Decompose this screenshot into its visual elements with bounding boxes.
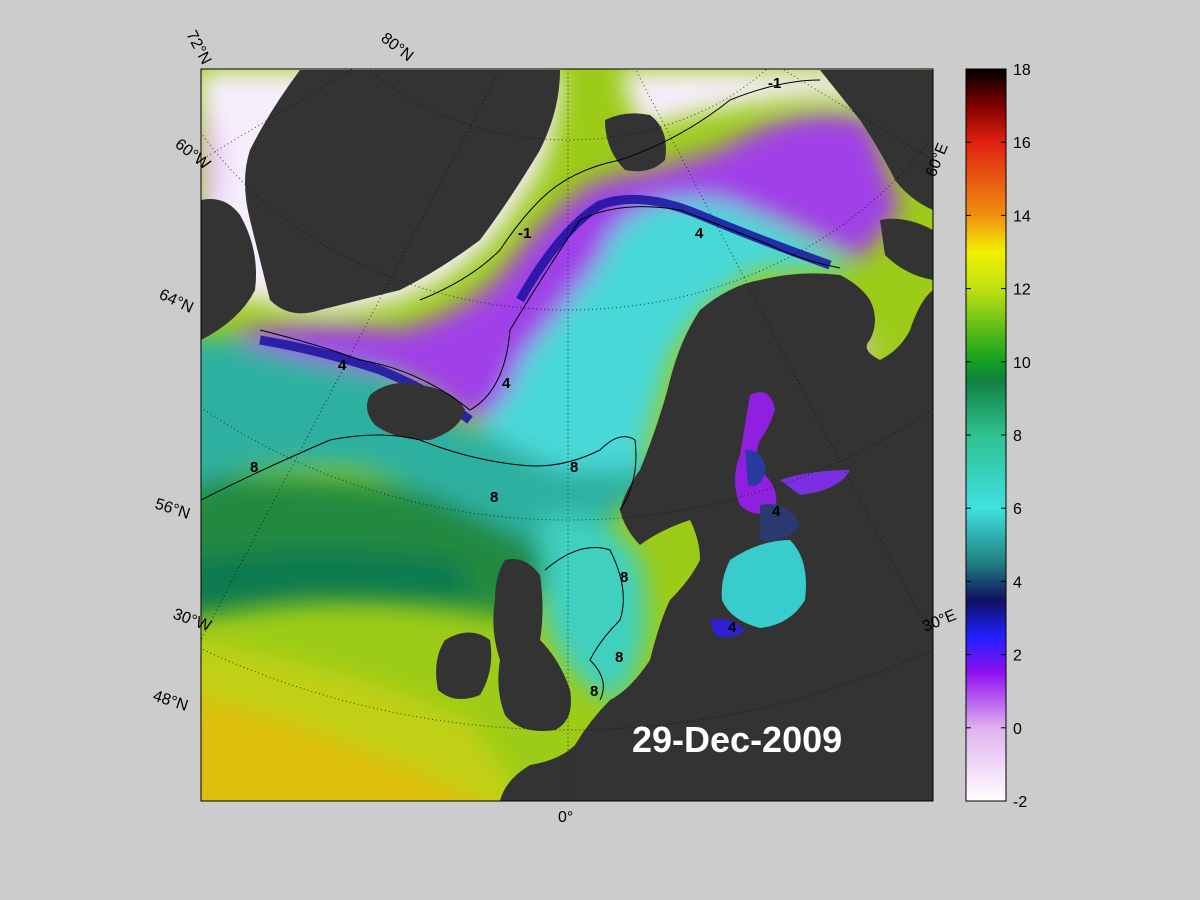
contour-label: 8 bbox=[250, 459, 258, 476]
contour-label: -1 bbox=[768, 75, 781, 92]
contour-label: 4 bbox=[338, 357, 347, 374]
map-area[interactable] bbox=[0, 0, 1200, 820]
contour-label: 8 bbox=[490, 489, 498, 506]
map-frame bbox=[200, 68, 934, 802]
lat-label-56n: 56°N bbox=[153, 496, 192, 523]
colorbar: 18 16 14 12 10 8 6 4 2 0 -2 bbox=[965, 62, 1031, 811]
contour-label: 4 bbox=[502, 375, 511, 392]
colorbar-gradient bbox=[965, 68, 1007, 802]
graticule bbox=[201, 69, 933, 801]
land-masses bbox=[201, 70, 933, 801]
contour-label: 4 bbox=[695, 225, 704, 242]
contour-label: 8 bbox=[620, 569, 628, 586]
contour-label: 8 bbox=[615, 649, 623, 666]
contour-label: 8 bbox=[570, 459, 578, 476]
colorbar-tick-label: 8 bbox=[1013, 428, 1022, 445]
colorbar-tick-label: 14 bbox=[1013, 208, 1031, 225]
colorbar-tick-label: 4 bbox=[1013, 574, 1022, 591]
colorbar-tick-label: 2 bbox=[1013, 648, 1022, 665]
baltic-sea bbox=[710, 392, 850, 638]
colorbar-tick-label: -2 bbox=[1013, 794, 1027, 811]
colorbar-ticks: 18 16 14 12 10 8 6 4 2 0 -2 bbox=[966, 62, 1031, 811]
colorbar-tick-label: 10 bbox=[1013, 355, 1031, 372]
contour-label: 8 bbox=[590, 683, 598, 700]
colorbar-tick-label: 16 bbox=[1013, 135, 1031, 152]
contour-label: -1 bbox=[518, 225, 531, 242]
contour-lines bbox=[201, 79, 841, 701]
colorbar-tick-label: 18 bbox=[1013, 62, 1031, 79]
colorbar-tick-label: 6 bbox=[1013, 501, 1022, 518]
date-label: 29-Dec-2009 bbox=[632, 719, 842, 760]
colorbar-tick-label: 12 bbox=[1013, 282, 1031, 299]
lat-label-48n: 48°N bbox=[151, 688, 190, 715]
lat-label-80n: 80°N bbox=[378, 30, 417, 65]
contour-label-group: -1 -1 4 4 4 8 8 8 8 8 8 4 4 bbox=[250, 75, 781, 700]
lat-label-72n: 72°N bbox=[182, 28, 214, 68]
lon-label-0: 0° bbox=[558, 809, 573, 826]
contour-label: 4 bbox=[728, 619, 737, 636]
lat-label-64n: 64°N bbox=[156, 286, 196, 317]
colorbar-tick-label: 0 bbox=[1013, 721, 1022, 738]
contour-label: 4 bbox=[772, 503, 781, 520]
